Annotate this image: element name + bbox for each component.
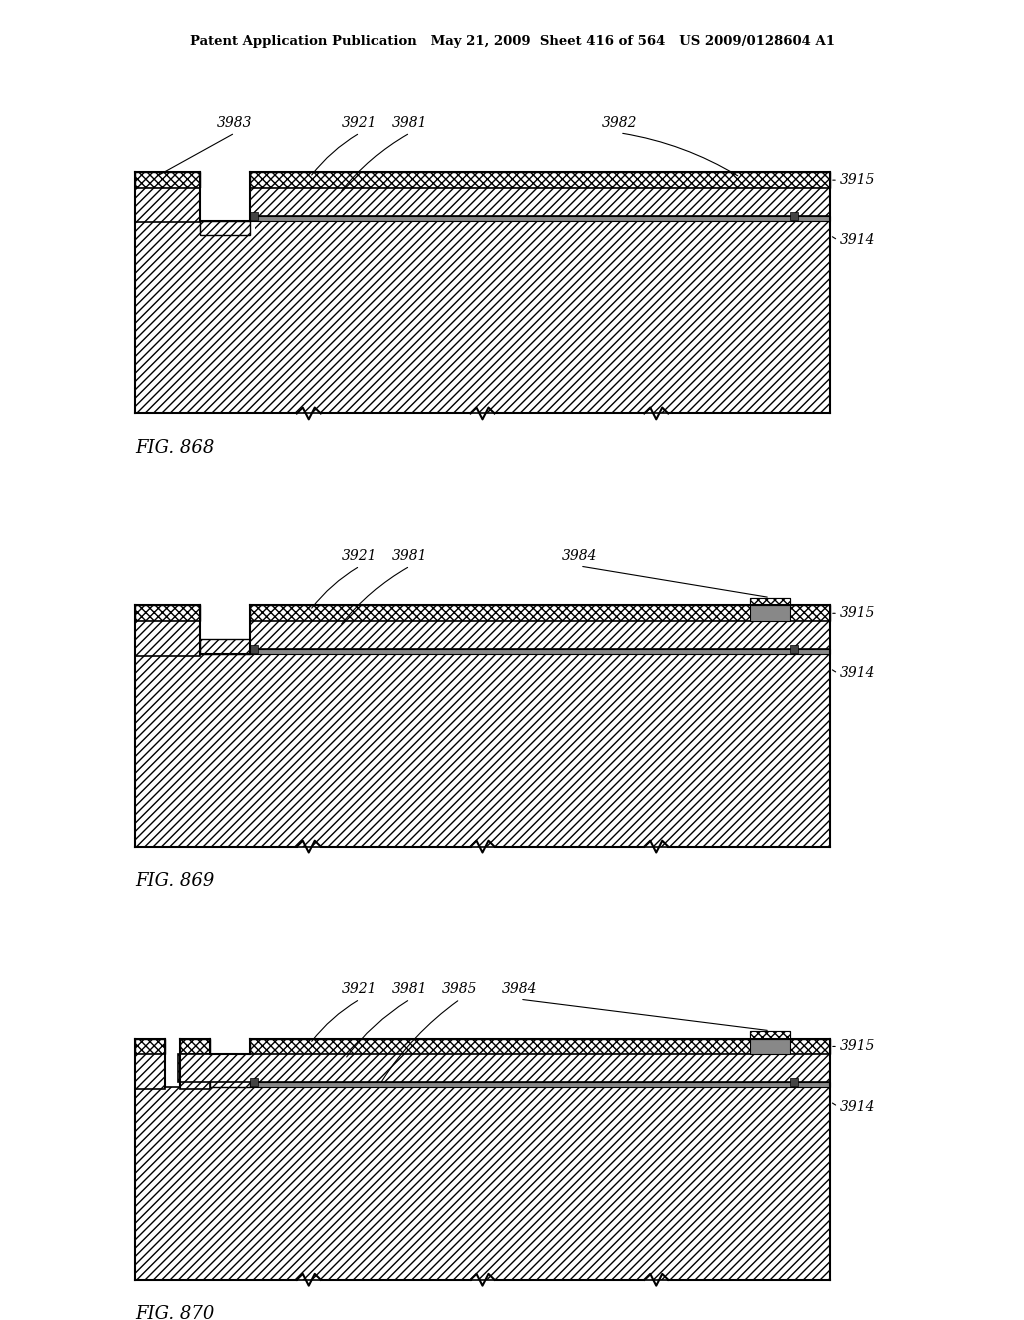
Bar <box>790 644 798 652</box>
Bar <box>210 1055 250 1086</box>
Text: 3982: 3982 <box>602 116 638 131</box>
Text: 3981: 3981 <box>392 116 428 131</box>
Bar <box>750 1031 790 1039</box>
Bar <box>750 1031 790 1055</box>
Bar <box>135 187 200 223</box>
Text: 3914: 3914 <box>840 1100 876 1114</box>
Bar <box>790 1078 798 1086</box>
Text: 3984: 3984 <box>562 549 598 564</box>
Bar <box>750 598 790 622</box>
Bar <box>180 1055 210 1089</box>
Bar <box>200 215 250 223</box>
Text: 3921: 3921 <box>342 982 378 997</box>
Bar <box>250 187 830 215</box>
Bar <box>135 173 200 187</box>
Text: 3983: 3983 <box>217 116 253 131</box>
Bar <box>250 648 830 653</box>
Bar <box>750 598 790 606</box>
Text: FIG. 868: FIG. 868 <box>135 440 214 457</box>
Bar <box>790 211 798 219</box>
Bar <box>210 1072 250 1086</box>
Bar <box>200 639 250 653</box>
Text: 3921: 3921 <box>342 116 378 131</box>
Bar <box>250 606 830 622</box>
Text: FIG. 870: FIG. 870 <box>135 1305 214 1320</box>
Bar <box>135 622 200 656</box>
Text: 3985: 3985 <box>442 982 478 997</box>
Text: 3921: 3921 <box>342 549 378 564</box>
Bar <box>200 187 255 235</box>
Bar <box>200 220 250 235</box>
Bar <box>250 215 830 220</box>
Bar <box>250 644 258 652</box>
Text: FIG. 869: FIG. 869 <box>135 873 214 890</box>
Bar <box>250 173 830 187</box>
Bar <box>200 622 255 653</box>
Text: 3981: 3981 <box>392 549 428 564</box>
Bar <box>135 220 830 413</box>
Bar <box>250 1039 830 1055</box>
Bar <box>250 622 830 648</box>
Bar <box>250 1082 830 1086</box>
Bar <box>180 1039 210 1055</box>
Bar <box>135 606 200 622</box>
Text: Patent Application Publication   May 21, 2009  Sheet 416 of 564   US 2009/012860: Patent Application Publication May 21, 2… <box>189 34 835 48</box>
Text: 3914: 3914 <box>840 667 876 680</box>
Text: 3915: 3915 <box>840 606 876 620</box>
Bar <box>135 1055 165 1089</box>
Bar <box>135 653 830 846</box>
Bar <box>250 211 258 219</box>
Text: 3915: 3915 <box>840 173 876 187</box>
Bar <box>135 1039 165 1055</box>
Bar <box>135 1086 830 1280</box>
Bar <box>178 1055 830 1082</box>
Bar <box>250 1078 258 1086</box>
Text: 3981: 3981 <box>392 982 428 997</box>
Text: 3984: 3984 <box>502 982 538 997</box>
Text: 3914: 3914 <box>840 234 876 247</box>
Text: 3915: 3915 <box>840 1039 876 1053</box>
